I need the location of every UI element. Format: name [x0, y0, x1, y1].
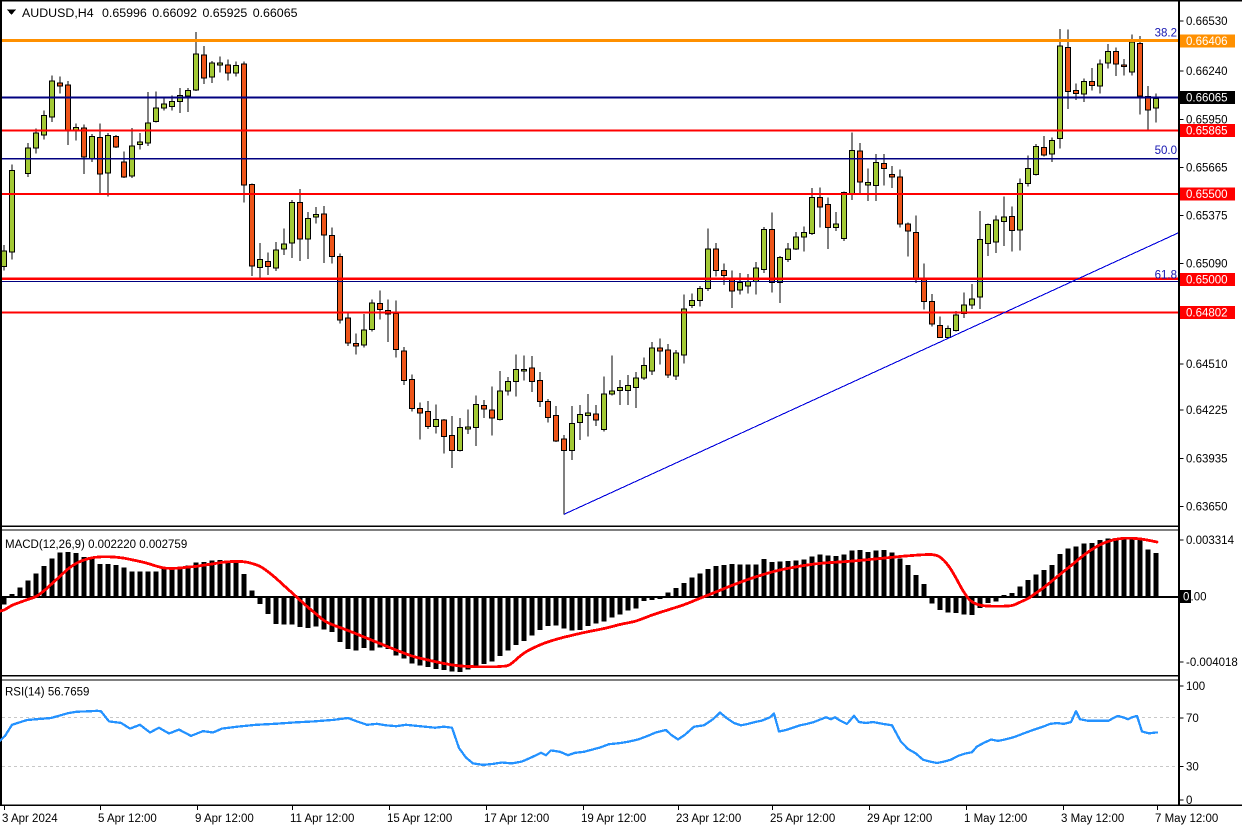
- svg-text:5 Apr 12:00: 5 Apr 12:00: [98, 813, 157, 825]
- svg-text:MACD(12,26,9) 0.002220 0.00275: MACD(12,26,9) 0.002220 0.002759: [5, 539, 187, 551]
- svg-text:0.66065: 0.66065: [1186, 93, 1228, 105]
- svg-text:15 Apr 12:00: 15 Apr 12:00: [387, 813, 452, 825]
- svg-text:61.8: 61.8: [1155, 270, 1177, 282]
- svg-text:100: 100: [1186, 681, 1205, 693]
- svg-text:25 Apr 12:00: 25 Apr 12:00: [770, 813, 835, 825]
- svg-text:RSI(14) 56.7659: RSI(14) 56.7659: [5, 687, 89, 699]
- svg-text:7 May 12:00: 7 May 12:00: [1155, 813, 1218, 825]
- svg-text:0.64225: 0.64225: [1186, 405, 1228, 417]
- svg-text:0.65090: 0.65090: [1186, 259, 1228, 271]
- svg-text:9 Apr 12:00: 9 Apr 12:00: [195, 813, 254, 825]
- svg-text:3 Apr 2024: 3 Apr 2024: [2, 813, 58, 825]
- svg-text:38.2: 38.2: [1155, 28, 1177, 40]
- svg-text:70: 70: [1186, 713, 1199, 725]
- svg-text:0.65665: 0.65665: [1186, 163, 1228, 175]
- svg-text:0.65950: 0.65950: [1186, 115, 1228, 127]
- svg-text:17 Apr 12:00: 17 Apr 12:00: [484, 813, 549, 825]
- svg-text:0.64802: 0.64802: [1186, 308, 1228, 320]
- svg-text:0.65996 0.66092 0.65925 0.6606: 0.65996 0.66092 0.65925 0.66065: [102, 6, 298, 20]
- svg-text:0: 0: [1186, 795, 1192, 807]
- svg-text:0.65500: 0.65500: [1186, 189, 1228, 201]
- svg-text:0.66530: 0.66530: [1186, 16, 1228, 28]
- svg-text:50.0: 50.0: [1155, 145, 1177, 157]
- svg-text:0: 0: [1183, 592, 1189, 604]
- svg-text:0.65865: 0.65865: [1186, 126, 1228, 138]
- svg-text:0.003314: 0.003314: [1186, 535, 1235, 547]
- svg-text:30: 30: [1186, 761, 1199, 773]
- svg-text:-0.004018: -0.004018: [1186, 657, 1238, 669]
- svg-text:23 Apr 12:00: 23 Apr 12:00: [676, 813, 741, 825]
- svg-text:0.66406: 0.66406: [1186, 36, 1228, 48]
- svg-text:AUDUSD,H4: AUDUSD,H4: [22, 6, 94, 20]
- svg-text:19 Apr 12:00: 19 Apr 12:00: [581, 813, 646, 825]
- svg-text:0.66240: 0.66240: [1186, 66, 1228, 78]
- svg-text:3 May 12:00: 3 May 12:00: [1061, 813, 1124, 825]
- svg-text:0.65000: 0.65000: [1186, 275, 1228, 287]
- svg-text:.00: .00: [1191, 592, 1207, 604]
- svg-text:0.63935: 0.63935: [1186, 454, 1228, 466]
- svg-text:0.64510: 0.64510: [1186, 359, 1228, 371]
- svg-text:29 Apr 12:00: 29 Apr 12:00: [867, 813, 932, 825]
- svg-text:0.63650: 0.63650: [1186, 502, 1228, 514]
- svg-text:1 May 12:00: 1 May 12:00: [964, 813, 1027, 825]
- svg-text:0.65375: 0.65375: [1186, 211, 1228, 223]
- svg-text:11 Apr 12:00: 11 Apr 12:00: [290, 813, 354, 825]
